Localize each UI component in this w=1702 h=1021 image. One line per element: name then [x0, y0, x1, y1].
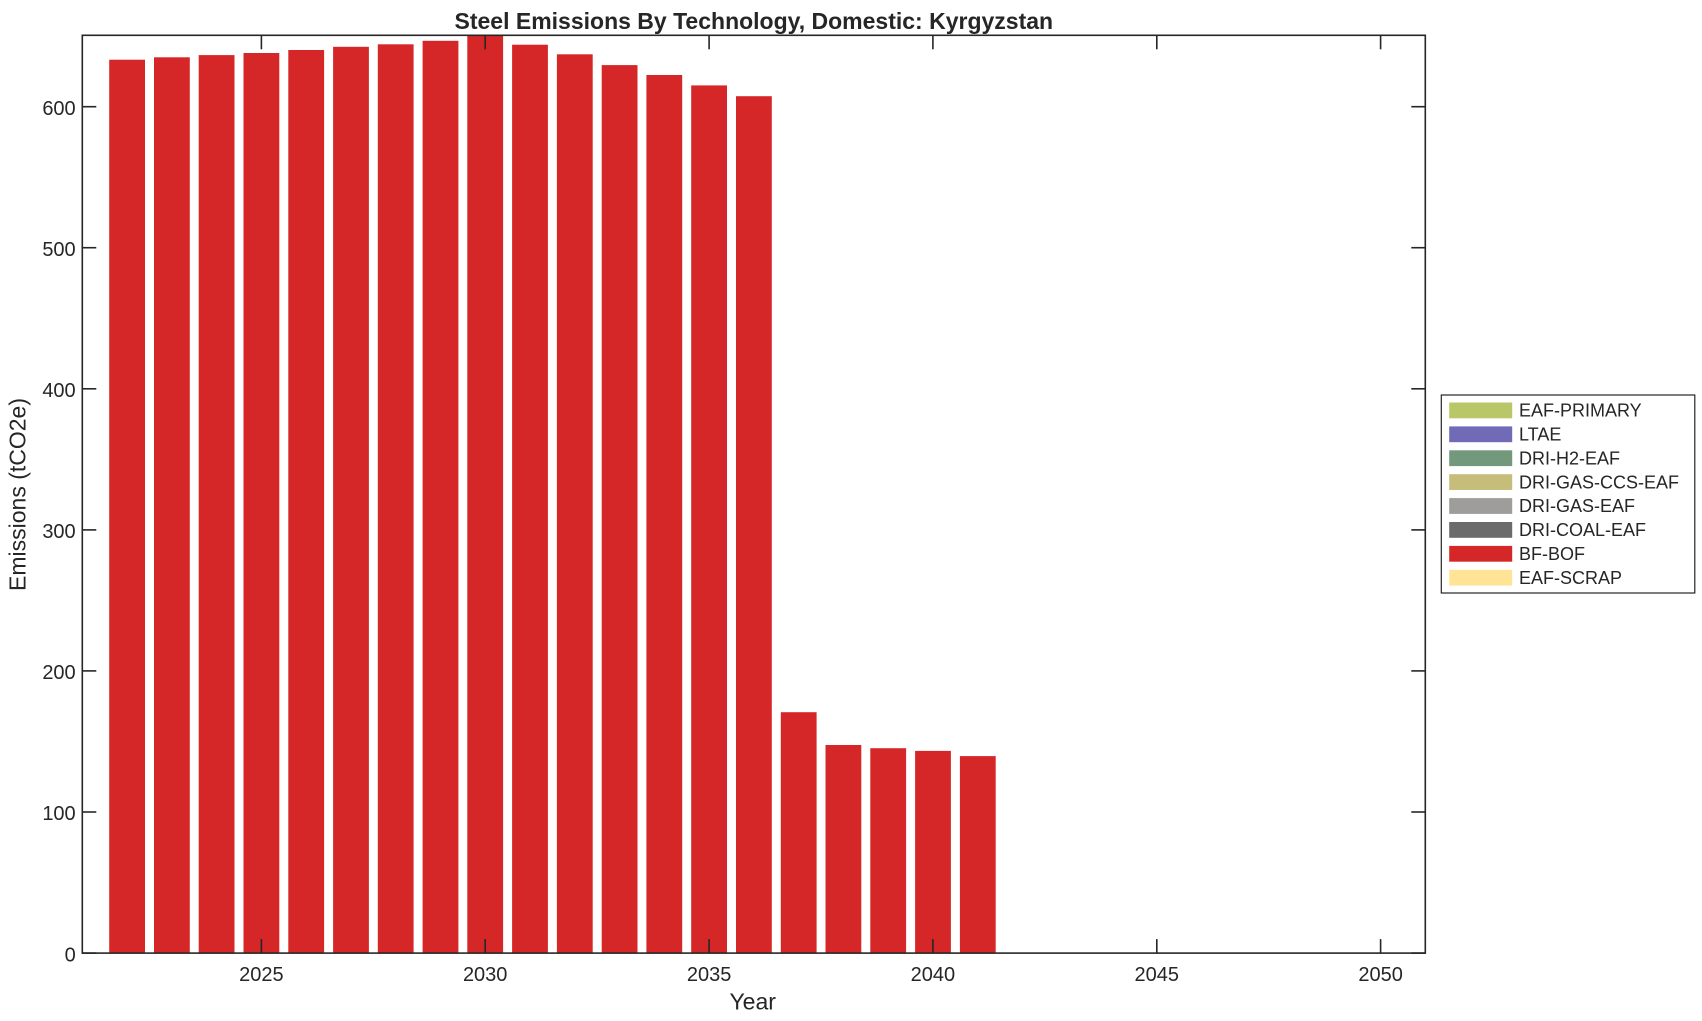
- svg-text:2040: 2040: [911, 964, 956, 986]
- svg-text:2050: 2050: [1358, 964, 1403, 986]
- svg-text:2035: 2035: [687, 964, 732, 986]
- svg-text:EAF-SCRAP: EAF-SCRAP: [1519, 568, 1622, 588]
- svg-text:DRI-COAL-EAF: DRI-COAL-EAF: [1519, 520, 1646, 540]
- svg-text:DRI-GAS-EAF: DRI-GAS-EAF: [1519, 496, 1635, 516]
- svg-text:0: 0: [65, 944, 76, 966]
- svg-text:500: 500: [42, 239, 75, 261]
- svg-text:Year: Year: [729, 989, 776, 1015]
- svg-text:300: 300: [42, 521, 75, 543]
- svg-text:DRI-H2-EAF: DRI-H2-EAF: [1519, 448, 1620, 468]
- svg-text:200: 200: [42, 662, 75, 684]
- svg-text:LTAE: LTAE: [1519, 425, 1561, 445]
- svg-text:2025: 2025: [239, 964, 284, 986]
- svg-text:100: 100: [42, 803, 75, 825]
- svg-text:2045: 2045: [1135, 964, 1180, 986]
- svg-text:BF-BOF: BF-BOF: [1519, 544, 1585, 564]
- svg-text:400: 400: [42, 380, 75, 402]
- svg-text:EAF-PRIMARY: EAF-PRIMARY: [1519, 401, 1642, 421]
- svg-text:Steel Emissions By Technology,: Steel Emissions By Technology, Domestic:…: [455, 8, 1054, 34]
- svg-text:600: 600: [42, 98, 75, 120]
- svg-text:Emissions (tCO2e): Emissions (tCO2e): [5, 398, 31, 591]
- svg-text:2030: 2030: [463, 964, 508, 986]
- svg-text:DRI-GAS-CCS-EAF: DRI-GAS-CCS-EAF: [1519, 472, 1679, 492]
